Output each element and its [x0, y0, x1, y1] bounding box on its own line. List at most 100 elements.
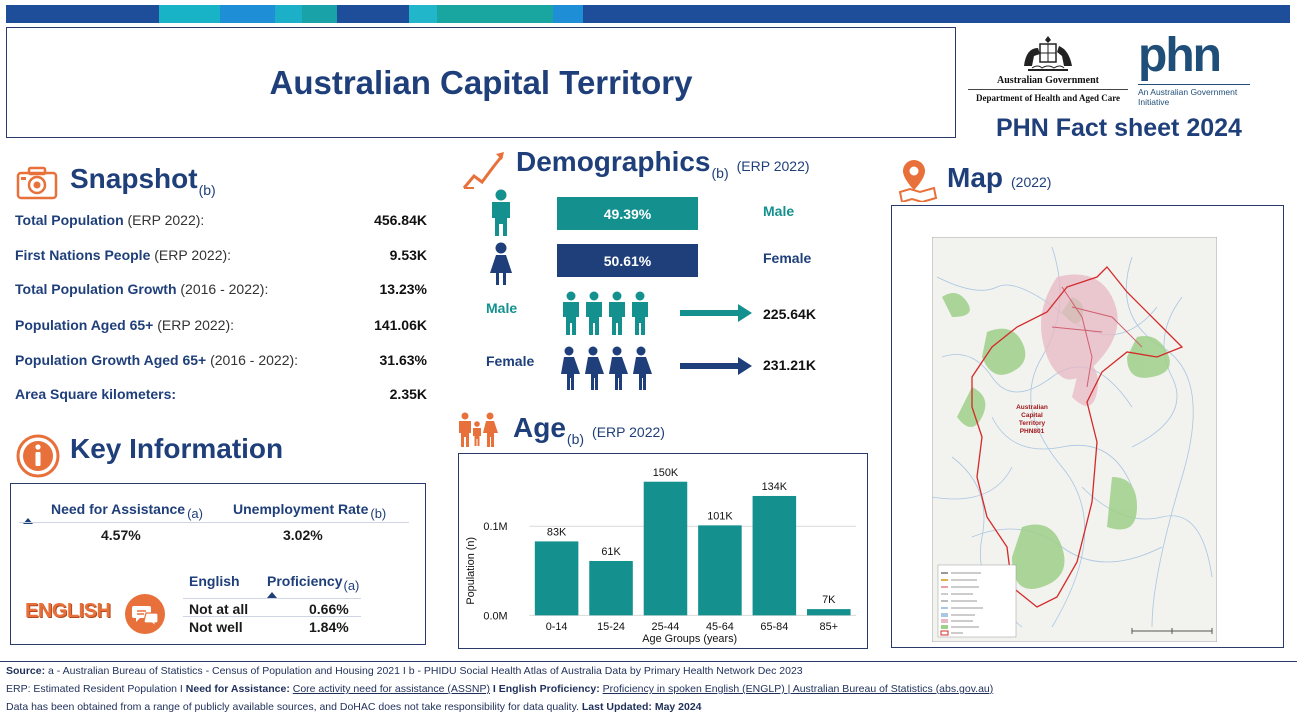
male-count-value: 225.64K — [763, 306, 816, 322]
english-row-value: 1.84% — [309, 619, 349, 635]
need-for-assistance-label: Need for Assistance — [51, 501, 186, 517]
bar-value-label: 150K — [653, 467, 679, 479]
map-scale-bar — [1131, 628, 1213, 634]
proficiency-header-wrap: Proficiency(a) — [267, 573, 359, 593]
camera-icon — [16, 166, 58, 200]
snapshot-row: First Nations People (ERP 2022): 9.53K — [15, 247, 427, 267]
top-strip-segment — [409, 5, 437, 23]
snapshot-heading: Snapshot (b) — [70, 163, 216, 198]
key-info-title: Key Information — [70, 433, 284, 464]
unemployment-rate-label: Unemployment Rate — [233, 501, 369, 517]
snapshot-value: 141.06K — [374, 317, 427, 333]
map-note: (2022) — [1011, 174, 1052, 190]
disclaimer-text: Data has been obtained from a range of p… — [6, 701, 582, 713]
speech-bubble-icon — [125, 594, 165, 634]
triangle-marker-icon — [267, 592, 277, 598]
female-count-label: Female — [486, 353, 535, 369]
english-badge: ENGLISH — [25, 600, 111, 622]
map-legend — [937, 564, 1017, 638]
erp-text: ERP: Estimated Resident Population I — [6, 683, 186, 695]
map-region-code: PHN801 — [1020, 428, 1045, 435]
demographics-source-ref: (b) — [711, 165, 729, 181]
age-bar-chart: Population (n) Age Groups (years) 0.0M 0.… — [458, 453, 868, 649]
x-tick-label: 0-14 — [546, 621, 568, 633]
updated-value: May 2024 — [651, 701, 702, 713]
top-strip-segment — [159, 5, 220, 23]
title-box: Australian Capital Territory — [6, 27, 956, 138]
australian-government-logo: Australian Government Department of Heal… — [968, 32, 1128, 107]
map-region-label: Australian — [1016, 404, 1048, 411]
snapshot-note: (ERP 2022): — [153, 317, 235, 333]
gov-name: Australian Government — [997, 75, 1099, 86]
age-bar — [589, 560, 633, 616]
roads — [1051, 286, 1143, 388]
map-heading: Map (2022) — [947, 162, 1051, 194]
age-bar — [698, 525, 742, 616]
unemp-source-ref: (b) — [370, 506, 387, 521]
snapshot-value: 9.53K — [389, 247, 427, 263]
snapshot-value: 456.84K — [374, 212, 427, 228]
age-bar — [643, 481, 688, 616]
bar-value-label: 134K — [762, 481, 788, 493]
snapshot-note: (2016 - 2022): — [176, 281, 269, 297]
age-title: Age — [513, 412, 566, 443]
ep-lead: English Proficiency: — [498, 683, 600, 695]
key-info-heading: Key Information — [70, 433, 283, 465]
top-color-strip — [6, 5, 1290, 23]
male-label: Male — [763, 203, 795, 219]
y-tick-label: 0.0M — [483, 610, 507, 622]
snapshot-value: 2.35K — [389, 386, 427, 402]
snapshot-label: Area Square kilometers: — [15, 386, 177, 402]
female-arrow-icon — [680, 357, 752, 375]
english-column-header: English — [189, 573, 240, 589]
x-tick-label: 45-64 — [706, 621, 734, 633]
snapshot-title: Snapshot — [70, 163, 198, 194]
bar-value-label: 101K — [707, 510, 733, 522]
key-info-panel: Need for Assistance (a) Unemployment Rate… — [10, 483, 426, 645]
trend-chart-icon — [462, 152, 504, 189]
male-percentage-bar: 49.39% — [557, 197, 698, 230]
female-count-value: 231.21K — [763, 357, 816, 373]
phn-wordmark: phn — [1138, 29, 1222, 82]
nfa-link[interactable]: Core activity need for assistance (ASSNP… — [292, 683, 490, 695]
top-strip-segment — [93, 5, 159, 23]
snapshot-note: (ERP 2022): — [123, 212, 205, 228]
demographics-heading: Demographics (b) (ERP 2022) — [516, 146, 810, 181]
snapshot-value: 31.63% — [379, 352, 427, 368]
female-group-icon — [561, 346, 652, 390]
demographics-title: Demographics — [516, 146, 711, 177]
x-axis-label: Age Groups (years) — [642, 633, 737, 645]
proficiency-source-ref: (a) — [343, 578, 360, 593]
snapshot-source-ref: (b) — [198, 182, 216, 198]
ep-link[interactable]: Proficiency in spoken English (ENGLP) | … — [602, 683, 994, 695]
info-icon — [16, 434, 60, 478]
source-lead: Source: — [6, 665, 46, 677]
x-tick-label: 25-44 — [652, 621, 680, 633]
bar-value-label: 61K — [601, 546, 621, 558]
footer-source-line: Source: a - Australian Bureau of Statist… — [6, 662, 1297, 680]
bar-value-label: 83K — [547, 526, 567, 538]
footer: Source: a - Australian Bureau of Statist… — [0, 661, 1297, 716]
snapshot-label: Population Growth Aged 65+ — [15, 352, 207, 368]
top-strip-segment — [553, 5, 583, 23]
age-heading: Age (b) (ERP 2022) — [513, 412, 665, 447]
snapshot-row: Total Population Growth (2016 - 2022): 1… — [15, 281, 427, 301]
male-arrow-icon — [680, 304, 752, 322]
footer-definitions-line: ERP: Estimated Resident Population I Nee… — [6, 680, 1297, 698]
male-count-label: Male — [486, 300, 518, 316]
snapshot-label: Total Population Growth — [15, 281, 177, 297]
top-strip-segment — [437, 5, 553, 23]
snapshot-note: (2016 - 2022): — [206, 352, 299, 368]
y-tick-label: 0.1M — [483, 521, 507, 533]
age-source-ref: (b) — [566, 431, 585, 447]
map-panel: Australian Capital Territory PHN801 — [891, 205, 1284, 648]
top-strip-segment — [302, 5, 337, 23]
nfa-lead: Need for Assistance: — [185, 683, 290, 695]
snapshot-value: 13.23% — [379, 281, 427, 297]
need-for-assistance-value: 4.57% — [101, 527, 141, 543]
snapshot-row: Area Square kilometers: 2.35K — [15, 386, 427, 406]
x-tick-label: 65-84 — [760, 621, 788, 633]
source-text: a - Australian Bureau of Statistics - Ce… — [45, 665, 803, 677]
forest-areas — [942, 293, 1170, 589]
unemployment-rate-value: 3.02% — [283, 527, 323, 543]
